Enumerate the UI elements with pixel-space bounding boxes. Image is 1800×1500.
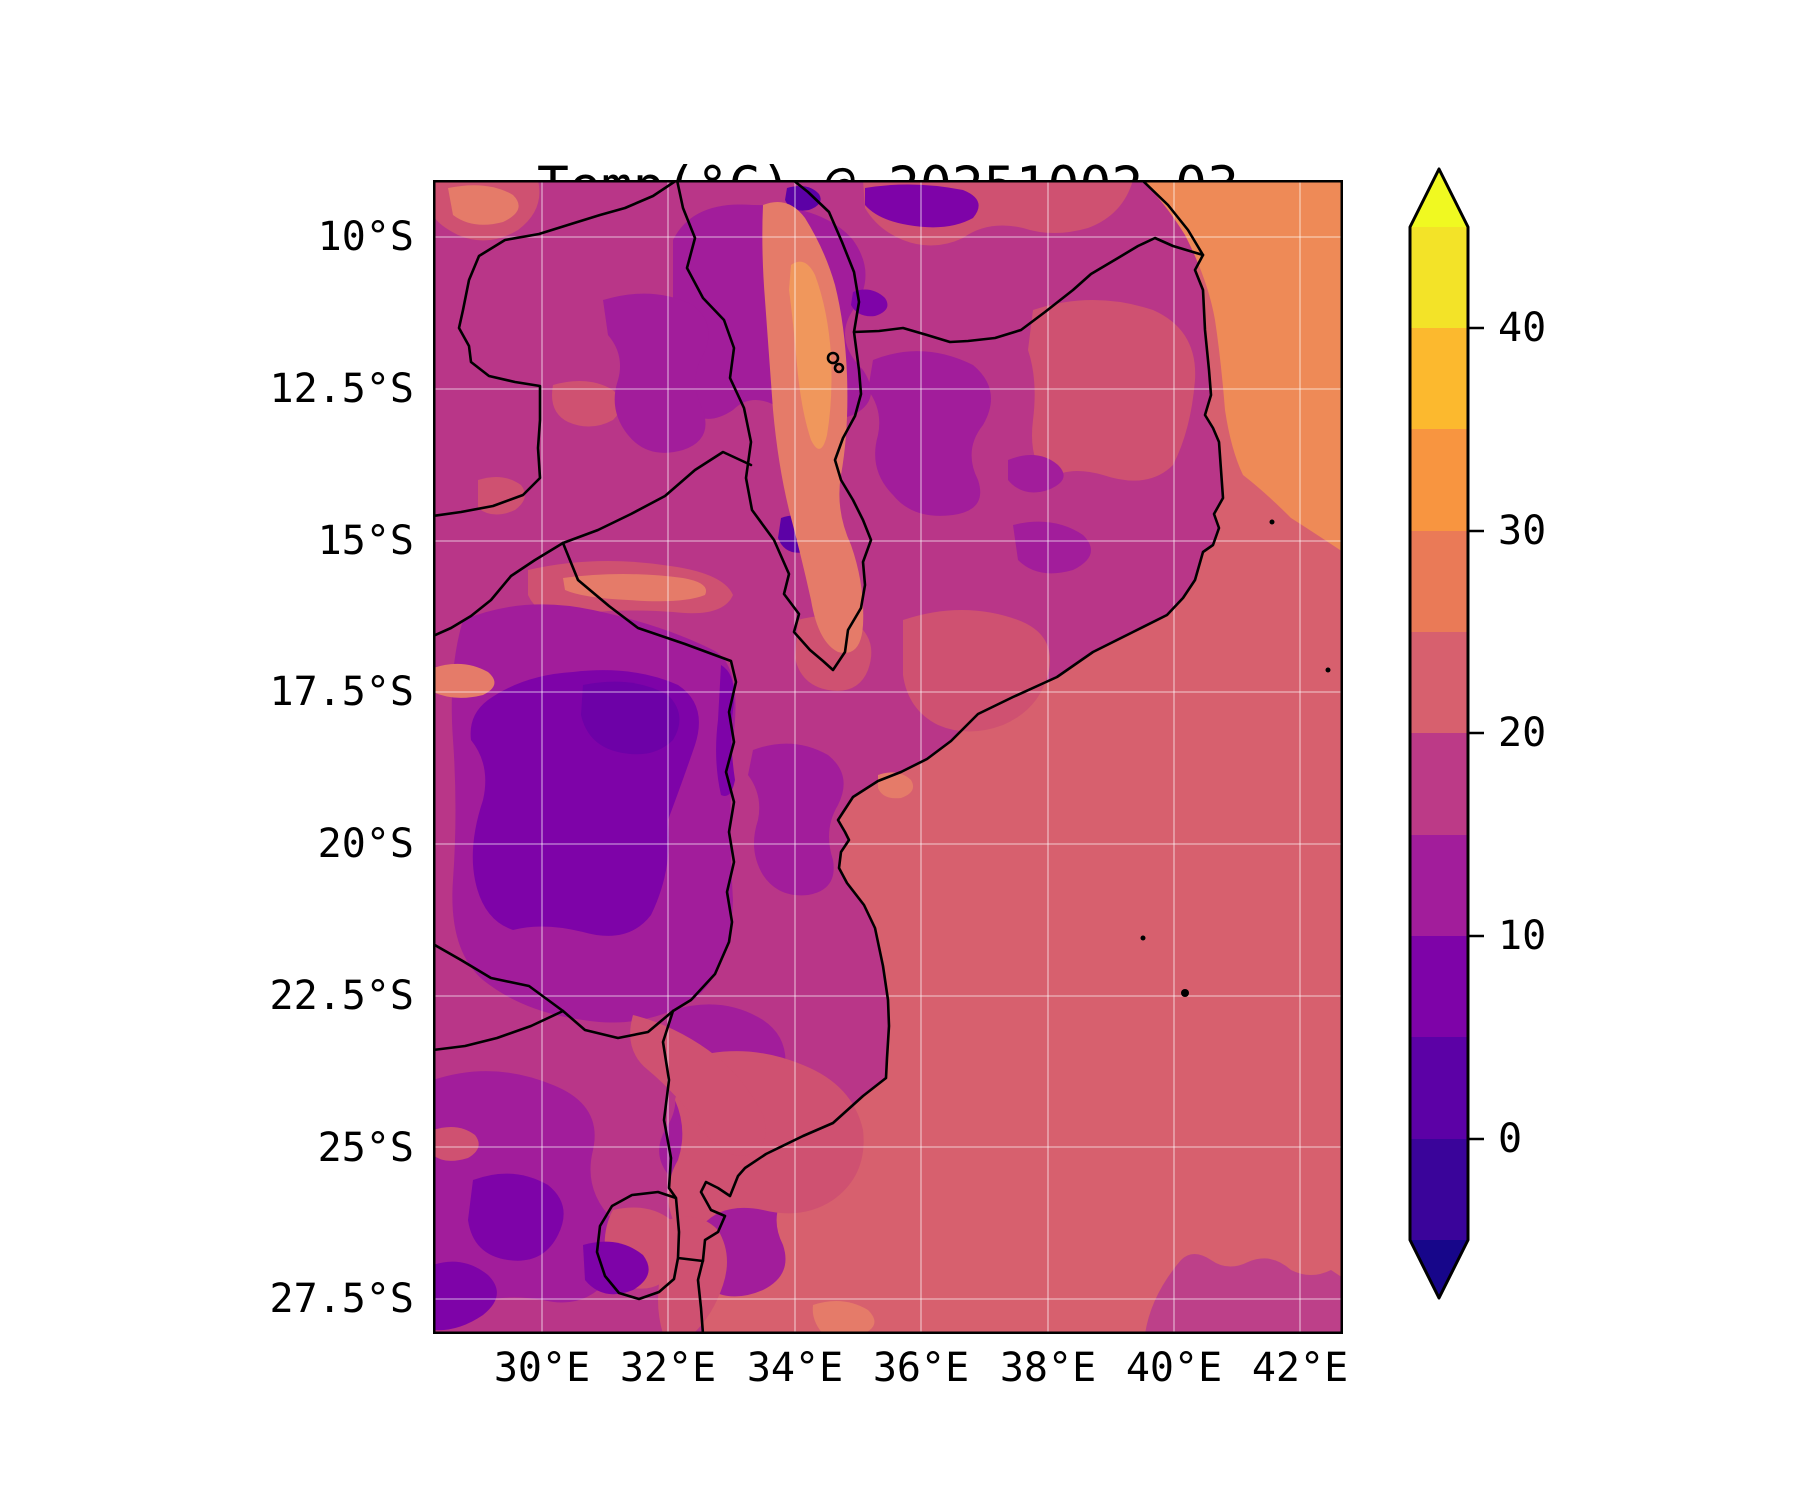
cold-land-patches <box>433 184 979 1331</box>
temp-patch <box>603 293 709 453</box>
temp-patch <box>1013 521 1091 574</box>
lon-tick-label: 38°E <box>999 1345 1097 1391</box>
temp-patch <box>716 665 735 796</box>
colorbar-tick-label: 30 <box>1498 508 1546 554</box>
lon-tick-label: 40°E <box>1125 1345 1223 1391</box>
temp-patch <box>581 681 680 755</box>
hot-valley-patches <box>433 185 914 1334</box>
temp-patch <box>785 186 821 211</box>
temperature-map <box>433 180 1343 1334</box>
border-tanzania-zambia-drc <box>433 180 679 518</box>
colorbar-outline <box>1408 167 1470 1300</box>
border-zambia-zimbabwe <box>433 541 565 638</box>
temp-patch <box>789 261 832 449</box>
temp-patch <box>433 663 495 698</box>
lat-tick-label: 12.5°S <box>269 366 415 412</box>
colorbar-segment <box>1410 429 1468 531</box>
islands <box>1140 519 1331 997</box>
lat-tick-label: 25°S <box>317 1125 414 1171</box>
colorbar-segment <box>1410 328 1468 429</box>
lon-tick-label: 36°E <box>872 1345 970 1391</box>
colorbar-segment <box>1410 1139 1468 1240</box>
border-zambia-mozambique <box>561 450 753 545</box>
temp-patch <box>1008 455 1064 493</box>
lat-tick-label: 22.5°S <box>269 973 415 1019</box>
colorbar-segment <box>1410 531 1468 632</box>
temp-patch <box>552 381 621 427</box>
temp-patch <box>903 610 1050 732</box>
temp-patch <box>478 476 525 515</box>
colorbar-tick-label: 10 <box>1498 913 1546 959</box>
colorbar-segment <box>1410 733 1468 835</box>
colorbar-arrow-over <box>1410 169 1468 227</box>
ocean-cool-patch <box>1145 1254 1343 1334</box>
colorbar: 40 30 20 10 0 <box>1408 167 1546 1300</box>
colorbar-tick-label: 40 <box>1498 305 1546 351</box>
lat-tick-label: 20°S <box>317 821 414 867</box>
temp-patch <box>563 574 707 602</box>
colorbar-segment <box>1410 227 1468 328</box>
ocean <box>698 180 1343 1334</box>
colorbar-tick-label: 0 <box>1498 1116 1522 1162</box>
temp-patch <box>583 1241 649 1295</box>
lon-tick-label: 32°E <box>619 1345 717 1391</box>
lat-tick-label: 17.5°S <box>269 669 415 715</box>
border-zimbabwe-mozambique-limpopo <box>433 541 738 1052</box>
lat-tick-label: 10°S <box>317 214 414 260</box>
coastline <box>696 180 1225 1334</box>
colorbar-ticks <box>1468 326 1484 1141</box>
colorbar-segment <box>1410 1037 1468 1139</box>
colorbar-segment <box>1410 835 1468 936</box>
lon-tick-label: 42°E <box>1251 1345 1349 1391</box>
graticule <box>433 180 1343 1334</box>
border-rovuma <box>852 236 1205 344</box>
lon-tick-label: 30°E <box>493 1345 591 1391</box>
temp-patch <box>851 289 888 317</box>
temp-patch <box>433 1261 497 1331</box>
lat-tick-label: 15°S <box>317 518 414 564</box>
border-southafrica-mozambique-eswatini <box>595 1009 705 1301</box>
island-dot <box>1181 989 1189 997</box>
colorbar-arrow-under <box>1410 1240 1468 1298</box>
colorbar-segment <box>1410 936 1468 1037</box>
temp-patch <box>748 743 844 896</box>
border-malawi <box>675 180 873 672</box>
country-borders <box>433 180 1205 1301</box>
island-dot <box>1269 519 1275 525</box>
temp-patch <box>433 1126 479 1161</box>
island-dot <box>1325 667 1331 673</box>
border-botswana-zimbabwe <box>433 942 565 1013</box>
temp-patch <box>812 1301 875 1334</box>
temp-patch <box>1028 300 1196 481</box>
colorbar-segment <box>1410 632 1468 733</box>
temp-patch <box>468 1173 564 1261</box>
island-dot <box>1140 935 1146 941</box>
lat-tick-label: 27.5°S <box>269 1276 415 1322</box>
island-outline <box>826 351 840 365</box>
temp-patch <box>448 185 519 225</box>
colorbar-tick-label: 20 <box>1498 710 1546 756</box>
lon-tick-label: 34°E <box>746 1345 844 1391</box>
temp-patch <box>868 351 991 516</box>
ocean-warm-region <box>1142 180 1343 552</box>
temp-patch <box>865 184 979 228</box>
island-outline <box>833 362 845 374</box>
